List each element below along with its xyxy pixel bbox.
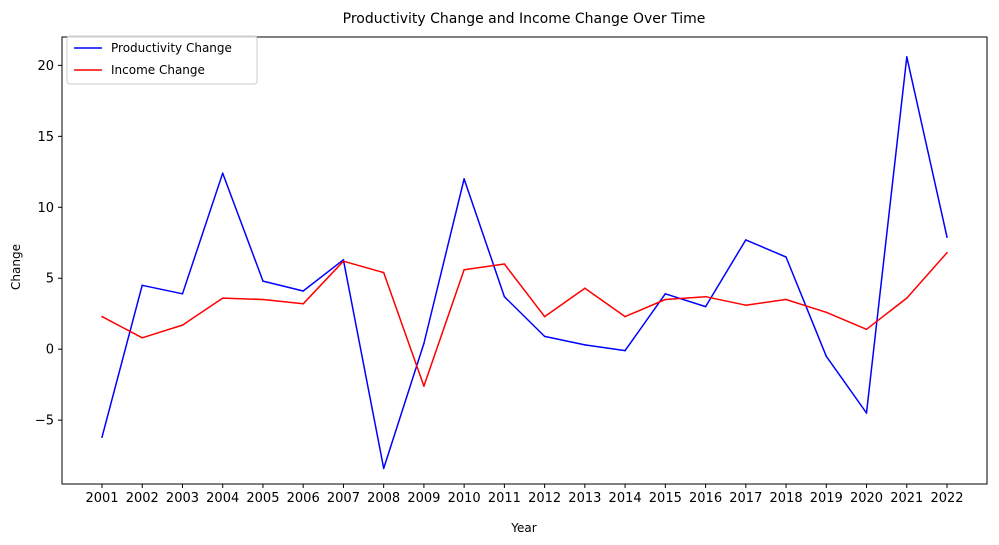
y-tick-label: −5 [35, 414, 54, 429]
data-point-productivity-change-2009 [423, 342, 425, 345]
legend: Productivity Change Income Change [66, 35, 258, 85]
data-point-productivity-change-2006 [302, 290, 305, 292]
data-point-productivity-change-2002 [141, 284, 143, 287]
data-point-productivity-change-2015 [664, 293, 667, 295]
x-tick-label: 2020 [850, 491, 883, 506]
x-tick-label: 2004 [206, 491, 239, 506]
data-point-productivity-change-2014 [624, 349, 626, 352]
x-tick-label: 2019 [810, 491, 843, 506]
data-point-productivity-change-2021 [906, 56, 908, 58]
legend-box [66, 35, 258, 85]
data-point-productivity-change-2004 [221, 172, 224, 174]
x-tick-label: 2014 [609, 491, 642, 506]
plot-area [62, 37, 987, 484]
data-point-productivity-change-2019 [825, 355, 828, 358]
data-point-income-change-2010 [463, 268, 465, 271]
x-axis-ticks: 2001 2002 2003 2004 2005 2006 2007 2008 2009 2010… [85, 484, 964, 506]
legend-label-productivity-change: Productivity Change [111, 41, 232, 55]
data-point-income-change-2016 [704, 295, 707, 298]
y-tick-label: 0 [46, 343, 54, 358]
x-tick-label: 2021 [890, 491, 923, 506]
data-point-income-change-2019 [825, 311, 828, 314]
data-point-income-change-2003 [181, 324, 184, 326]
data-point-productivity-change-2010 [463, 178, 465, 180]
data-point-productivity-change-2008 [382, 467, 385, 470]
x-tick-label: 2016 [689, 491, 722, 506]
x-tick-label: 2010 [448, 491, 481, 506]
x-tick-label: 2013 [568, 491, 601, 506]
x-tick-label: 2018 [770, 491, 803, 506]
data-point-income-change-2014 [624, 315, 626, 318]
data-point-income-change-2015 [664, 298, 667, 301]
data-point-income-change-2018 [785, 298, 787, 301]
x-tick-label: 2012 [528, 491, 561, 506]
data-point-income-change-2012 [543, 315, 546, 318]
chart-title: Productivity Change and Income Change Ov… [343, 11, 706, 27]
data-point-income-change-2021 [906, 297, 908, 299]
x-tick-label: 2022 [930, 491, 963, 506]
data-point-income-change-2008 [382, 271, 385, 274]
data-point-income-change-2005 [262, 298, 264, 301]
x-tick-label: 2008 [367, 491, 400, 506]
x-tick-label: 2005 [246, 491, 279, 506]
y-tick-label: 20 [37, 59, 54, 74]
data-point-productivity-change-2011 [503, 295, 506, 298]
legend-label-income-change: Income Change [111, 63, 205, 77]
y-axis-label: Change [9, 244, 23, 290]
data-point-productivity-change-2012 [543, 335, 546, 338]
data-point-income-change-2020 [865, 328, 868, 331]
data-point-productivity-change-2020 [865, 412, 868, 414]
x-tick-label: 2003 [166, 491, 199, 506]
axes-frame [61, 36, 988, 485]
data-point-productivity-change-2013 [584, 344, 586, 346]
data-point-productivity-change-2022 [946, 236, 948, 238]
y-tick-label: 10 [37, 201, 54, 216]
data-point-productivity-change-2018 [785, 256, 787, 258]
data-point-income-change-2022 [946, 251, 948, 254]
data-point-productivity-change-2017 [745, 239, 747, 241]
y-tick-label: 5 [46, 272, 54, 287]
x-axis-label: Year [510, 521, 536, 535]
series-layer [101, 56, 948, 470]
x-tick-label: 2006 [287, 491, 320, 506]
data-point-income-change-2002 [141, 337, 143, 339]
x-tick-label: 2015 [649, 491, 682, 506]
data-point-income-change-2007 [342, 260, 345, 263]
x-tick-label: 2001 [85, 491, 118, 506]
axes-layer [61, 36, 988, 485]
data-point-productivity-change-2007 [342, 259, 345, 261]
data-point-productivity-change-2016 [704, 305, 707, 308]
data-point-income-change-2017 [745, 304, 747, 307]
data-point-income-change-2013 [584, 287, 586, 290]
x-tick-label: 2011 [488, 491, 521, 506]
data-point-income-change-2011 [503, 263, 506, 265]
x-tick-label: 2009 [407, 491, 440, 506]
y-axis-ticks: −5 0 5 10 15 20 [35, 59, 62, 429]
data-point-productivity-change-2005 [262, 280, 264, 282]
data-point-income-change-2006 [302, 303, 305, 305]
x-tick-label: 2007 [327, 491, 360, 506]
data-point-income-change-2001 [101, 315, 103, 318]
series-line-income-change [101, 252, 948, 387]
y-tick-label: 15 [37, 130, 54, 145]
x-tick-label: 2017 [729, 491, 762, 506]
x-tick-label: 2002 [126, 491, 159, 506]
data-point-productivity-change-2003 [181, 293, 184, 295]
data-point-income-change-2009 [423, 385, 425, 387]
data-point-income-change-2004 [221, 297, 224, 299]
data-point-productivity-change-2001 [101, 436, 103, 439]
